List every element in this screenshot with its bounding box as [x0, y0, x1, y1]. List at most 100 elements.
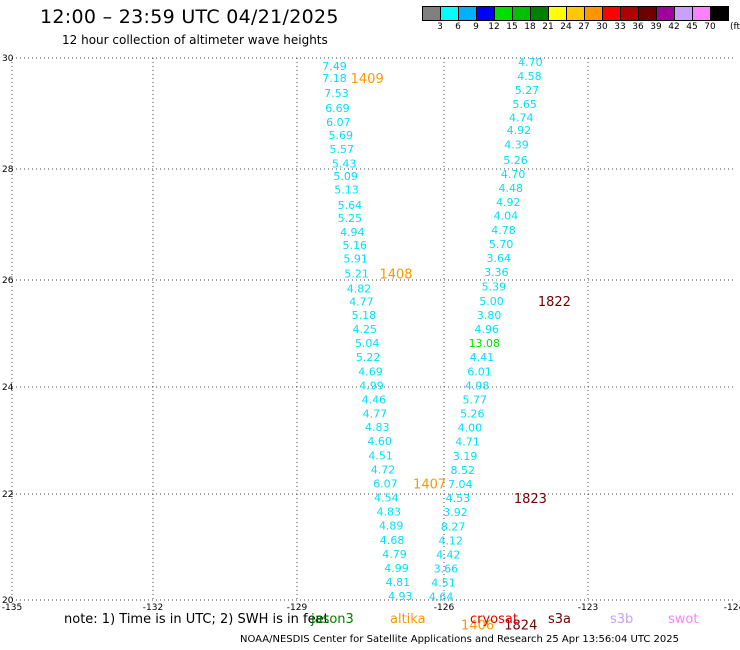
legend-label: 27 [578, 22, 590, 32]
data-point-label: 8.27 [441, 520, 466, 533]
data-point-label: 5.22 [356, 351, 381, 364]
x-tick-label: -126 [434, 603, 455, 613]
legend-swatch [476, 6, 495, 21]
data-point-label: 5.26 [460, 408, 485, 421]
data-point-label: 3.80 [477, 309, 502, 322]
data-point-label: 4.96 [474, 323, 499, 336]
pass-time-label: 1823 [514, 492, 547, 507]
legend-swatch [530, 6, 549, 21]
data-point-label: 5.18 [352, 309, 377, 322]
data-point-label: 4.41 [470, 351, 495, 364]
data-point-label: 4.83 [365, 421, 390, 434]
x-tick-label: -129 [287, 603, 308, 613]
data-point-label: 4.82 [347, 282, 372, 295]
data-point-label: 3.66 [434, 563, 459, 576]
data-point-label: 4.94 [340, 226, 365, 239]
data-point-label: 8.52 [450, 464, 475, 477]
data-point-label: 3.36 [484, 266, 509, 279]
data-point-label: 5.27 [515, 84, 540, 97]
pass-time-label: 1822 [538, 295, 571, 310]
legend-swatch [674, 6, 693, 21]
data-point-label: 4.53 [446, 492, 471, 505]
data-point-label: 4.99 [359, 379, 384, 392]
legend-label: 39 [650, 22, 662, 32]
legend-label: 9 [473, 22, 479, 32]
data-point-label: 4.51 [368, 449, 393, 462]
data-point-label: 4.48 [498, 182, 523, 195]
y-tick-label: 28 [2, 165, 14, 175]
legend-swatch [638, 6, 657, 21]
data-point-label: 5.91 [343, 253, 368, 266]
x-tick-label: -124 [724, 603, 740, 613]
data-point-label: 5.77 [462, 393, 487, 406]
pass-time-label: 1407 [413, 477, 446, 492]
data-point-label: 6.07 [326, 116, 351, 129]
pass-time-label: 1406 [461, 618, 494, 633]
legend-swatch [512, 6, 531, 21]
legend-swatch [656, 6, 675, 21]
data-point-label: 5.43 [332, 158, 357, 171]
data-point-label: 4.81 [386, 576, 411, 589]
data-point-label: 4.74 [509, 112, 534, 125]
data-point-label: 5.69 [329, 129, 354, 142]
data-point-label: 4.51 [431, 577, 456, 590]
data-point-label: 4.77 [363, 408, 388, 421]
legend-swatch [422, 6, 441, 21]
data-point-label: 4.60 [367, 435, 392, 448]
legend-label: 12 [488, 22, 500, 32]
data-point-label: 7.49 [322, 60, 347, 73]
data-point-label: 5.25 [338, 212, 363, 225]
y-tick-label: 20 [2, 596, 14, 606]
legend-swatch [602, 6, 621, 21]
data-point-label: 5.70 [489, 238, 514, 251]
y-tick-label: 30 [2, 54, 14, 64]
data-point-label: 5.26 [503, 154, 528, 167]
legend-swatch [458, 6, 477, 21]
satellite-label: cryosat [470, 612, 518, 627]
data-point-label: 4.69 [358, 365, 383, 378]
satellite-label: jason3 [311, 612, 354, 627]
x-tick-label: -135 [2, 603, 22, 613]
satellite-label: altika [390, 612, 426, 627]
data-point-label: 4.68 [380, 534, 405, 547]
legend-label: 15 [506, 22, 518, 32]
data-point-label: 5.21 [344, 268, 369, 281]
legend-label: 36 [632, 22, 644, 32]
pass-time-label: 1409 [351, 72, 384, 87]
satellite-label: s3a [548, 612, 572, 627]
page-subtitle: 12 hour collection of altimeter wave hei… [62, 33, 328, 47]
legend-label: 70 [704, 22, 716, 32]
data-point-label: 4.99 [384, 562, 409, 575]
page-title: 12:00 – 23:59 UTC 04/21/2025 [40, 6, 339, 28]
data-point-label: 5.04 [355, 337, 380, 350]
legend-label: 33 [614, 22, 626, 32]
data-point-label: 4.83 [377, 506, 402, 519]
legend-swatch [494, 6, 513, 21]
data-point-label: 4.46 [362, 393, 387, 406]
legend-swatch [548, 6, 567, 21]
data-point-label: 5.09 [333, 170, 358, 183]
data-point-label: 4.77 [349, 295, 374, 308]
data-point-label: 4.04 [494, 210, 519, 223]
y-tick-label: 24 [2, 383, 14, 393]
data-point-label: 4.78 [491, 224, 516, 237]
data-point-label: 4.58 [517, 70, 542, 83]
satellite-label: s3b [610, 612, 634, 627]
x-tick-label: -123 [578, 603, 598, 613]
legend-swatch [692, 6, 711, 21]
data-point-label: 3.92 [443, 506, 468, 519]
legend-unit: (ft) [730, 22, 740, 32]
data-point-label: 4.70 [518, 56, 543, 69]
legend-swatch [440, 6, 459, 21]
data-point-label: 4.39 [504, 139, 529, 152]
data-point-label: 7.18 [322, 72, 347, 85]
data-point-label: 4.71 [455, 436, 480, 449]
data-point-label: 7.04 [448, 478, 473, 491]
data-point-label: 4.64 [429, 591, 454, 604]
data-point-label: 4.92 [496, 196, 521, 209]
data-point-label: 7.53 [324, 87, 349, 100]
legend-label: 3 [437, 22, 443, 32]
data-point-label: 4.00 [458, 422, 483, 435]
data-point-label: 4.42 [436, 548, 461, 561]
